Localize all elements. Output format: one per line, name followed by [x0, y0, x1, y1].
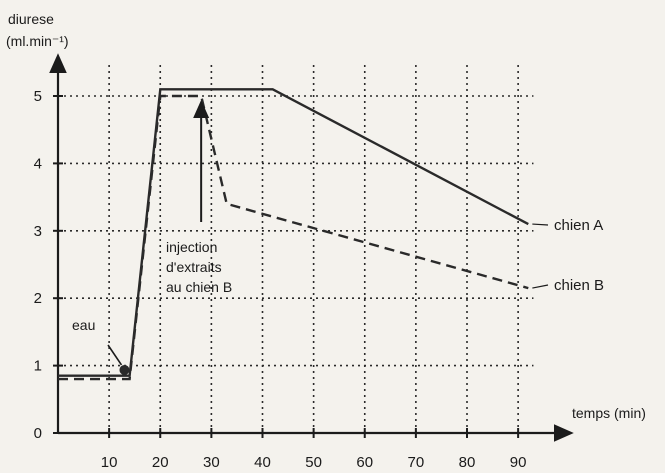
eau-pointer — [107, 344, 123, 366]
injection-annotation-line-1: d'extraits — [166, 259, 222, 275]
y-tick-label-4: 4 — [34, 155, 42, 172]
annotations: injection d'extraits au chien B eau — [72, 100, 232, 375]
x-tick-label-40: 40 — [254, 454, 271, 471]
series-line-chien-a — [58, 88, 529, 377]
y-tick-label-0: 0 — [34, 425, 42, 442]
eau-annotation: eau — [72, 317, 95, 333]
eau-point-marker — [119, 364, 130, 375]
injection-annotation-line-0: injection — [166, 239, 217, 255]
y-tick-label-3: 3 — [34, 223, 42, 240]
injection-annotation-line-2: au chien B — [166, 279, 232, 295]
y-tick-label-5: 5 — [34, 88, 42, 105]
x-tick-label-30: 30 — [203, 454, 220, 471]
axes — [49, 53, 574, 442]
y-tick-label-2: 2 — [34, 290, 42, 307]
x-tick-label-70: 70 — [408, 454, 425, 471]
x-tick-label-60: 60 — [356, 454, 373, 471]
series-connector-chien-a — [532, 223, 549, 226]
series-label-chien-a: chien A — [554, 217, 603, 234]
series-line-chien-b — [58, 94, 529, 381]
series-connector-chien-b — [532, 284, 549, 289]
grid — [58, 62, 534, 433]
tick-labels: 0 1 2 3 4 5 10 20 30 40 50 60 70 80 90 — [34, 88, 527, 471]
series-lines — [58, 88, 549, 381]
x-tick-label-90: 90 — [510, 454, 527, 471]
y-axis-label: diurese — [8, 11, 54, 27]
y-axis-unit: (ml.min⁻¹) — [6, 33, 69, 49]
x-tick-label-50: 50 — [305, 454, 322, 471]
x-axis-label: temps (min) — [572, 405, 646, 421]
series-label-chien-b: chien B — [554, 277, 604, 294]
x-tick-label-80: 80 — [459, 454, 476, 471]
x-tick-label-10: 10 — [101, 454, 118, 471]
y-tick-label-1: 1 — [34, 358, 42, 375]
x-tick-label-20: 20 — [152, 454, 169, 471]
